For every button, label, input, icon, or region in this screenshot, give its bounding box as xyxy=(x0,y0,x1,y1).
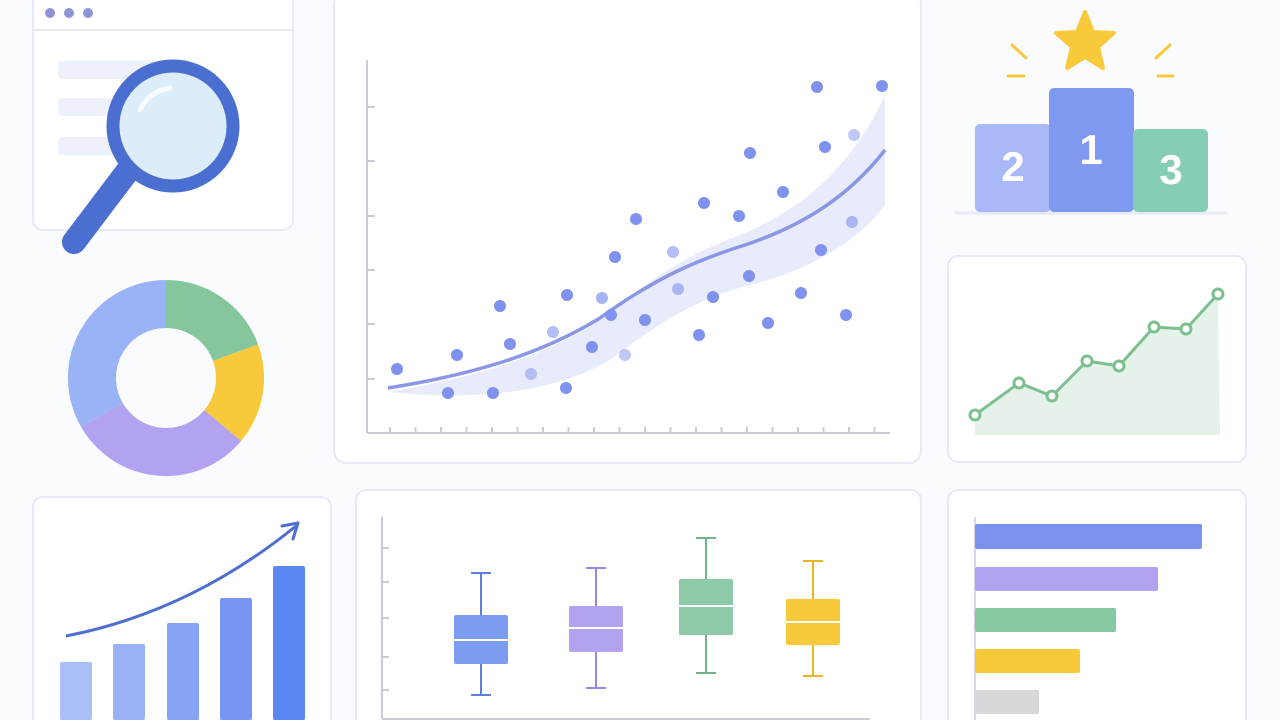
scatter-trend-chart-part xyxy=(494,300,506,312)
place-label: 1 xyxy=(1079,126,1102,173)
scatter-trend-chart-part xyxy=(707,291,719,303)
scatter-trend-chart-part xyxy=(811,81,823,93)
scatter-trend-chart-part xyxy=(777,186,789,198)
podium-part xyxy=(1133,129,1208,212)
search-window-part xyxy=(64,8,74,18)
growth-bar-chart-part xyxy=(220,598,252,720)
podium-part xyxy=(1054,10,1116,70)
horizontal-bar-chart-part xyxy=(975,690,1039,714)
scatter-trend-chart-part xyxy=(846,216,858,228)
scatter-trend-chart-part xyxy=(596,292,608,304)
scatter-trend-chart-part xyxy=(876,80,888,92)
magnifier-icon-part xyxy=(137,85,173,113)
growth-bar-chart xyxy=(32,496,332,720)
magnifier-icon xyxy=(62,59,240,254)
podium-part-part xyxy=(1010,43,1028,60)
box-plot xyxy=(355,489,922,720)
horizontal-bar-chart-part xyxy=(975,567,1158,591)
scatter-trend-chart-part xyxy=(630,213,642,225)
search-window-part xyxy=(83,8,93,18)
scatter-trend-chart-part xyxy=(487,387,499,399)
area-line-chart-part-part xyxy=(1179,322,1193,336)
scatter-trend-chart-part xyxy=(672,283,684,295)
scatter-trend-chart-part xyxy=(388,95,885,396)
scatter-trend-chart-part xyxy=(815,244,827,256)
scatter-trend-chart-part xyxy=(391,363,403,375)
horizontal-bar-chart-part xyxy=(975,608,1116,632)
donut-chart-part xyxy=(164,280,259,362)
area-line-chart-part-part xyxy=(968,408,982,422)
scatter-trend-chart-part xyxy=(840,309,852,321)
scatter-trend-chart-part xyxy=(442,387,454,399)
scatter-trend-chart-part xyxy=(609,251,621,263)
scatter-trend-chart-part xyxy=(605,309,617,321)
scatter-trend-chart-part xyxy=(560,382,572,394)
horizontal-bar-chart-part xyxy=(975,649,1080,673)
scatter-trend-chart-part xyxy=(733,210,745,222)
scatter-trend-chart-part xyxy=(698,197,710,209)
area-line-chart-part-part xyxy=(1147,320,1161,334)
growth-bar-chart-part xyxy=(60,662,92,720)
donut-chart-part xyxy=(81,402,242,476)
horizontal-bar-chart-part xyxy=(975,524,1202,549)
area-line-chart-part-part xyxy=(1112,359,1126,373)
place-label: 3 xyxy=(1159,146,1182,193)
scatter-trend-chart-part xyxy=(387,148,887,390)
growth-bar-chart-part xyxy=(32,496,332,720)
podium-part xyxy=(1006,43,1175,78)
podium-part-part xyxy=(1154,43,1172,60)
area-line-chart xyxy=(947,255,1247,463)
scatter-trend-chart-part xyxy=(525,368,537,380)
area-line-chart-part-part xyxy=(1080,354,1094,368)
podium: 2 1 3 xyxy=(955,10,1227,215)
growth-bar-chart-part xyxy=(273,566,305,720)
scatter-trend-chart-part xyxy=(333,0,922,464)
podium-part xyxy=(1049,88,1134,212)
area-line-chart-part-part xyxy=(1045,389,1059,403)
area-line-chart-part xyxy=(968,287,1225,422)
donut-chart-part xyxy=(203,344,264,441)
magnifier-icon-part xyxy=(106,59,240,193)
scatter-trend-chart-part xyxy=(819,141,831,153)
search-window-part xyxy=(45,8,55,18)
scatter-trend-chart-part xyxy=(693,329,705,341)
growth-bar-chart-part xyxy=(65,524,297,638)
scatter-trend-chart-part xyxy=(762,317,774,329)
scatter-trend-chart-part xyxy=(586,341,598,353)
scatter-trend-chart-part xyxy=(561,289,573,301)
scatter-trend-chart-part xyxy=(547,326,559,338)
growth-bar-chart-part xyxy=(113,644,145,720)
growth-bar-chart-part xyxy=(280,521,300,541)
podium-part xyxy=(975,124,1051,212)
horizontal-bar-chart xyxy=(947,489,1247,720)
place-label: 2 xyxy=(1001,143,1024,190)
magnifier-icon-part xyxy=(62,156,142,254)
scatter-trend-chart-part xyxy=(619,349,631,361)
donut-chart-part xyxy=(68,280,168,427)
area-line-chart-part-part xyxy=(1211,287,1225,301)
donut-chart xyxy=(68,280,264,476)
area-line-chart-part-part xyxy=(1012,376,1026,390)
scatter-trend-chart-part xyxy=(639,314,651,326)
scatter-trend-chart-part xyxy=(451,349,463,361)
scatter-trend-chart-part xyxy=(744,147,756,159)
scatter-trend-chart xyxy=(333,0,922,464)
scatter-trend-chart-part xyxy=(743,270,755,282)
scatter-trend-chart-part xyxy=(504,338,516,350)
growth-bar-chart-part xyxy=(167,623,199,720)
scatter-trend-chart-part xyxy=(795,287,807,299)
scatter-trend-chart-part xyxy=(667,246,679,258)
scatter-trend-chart-part xyxy=(848,129,860,141)
